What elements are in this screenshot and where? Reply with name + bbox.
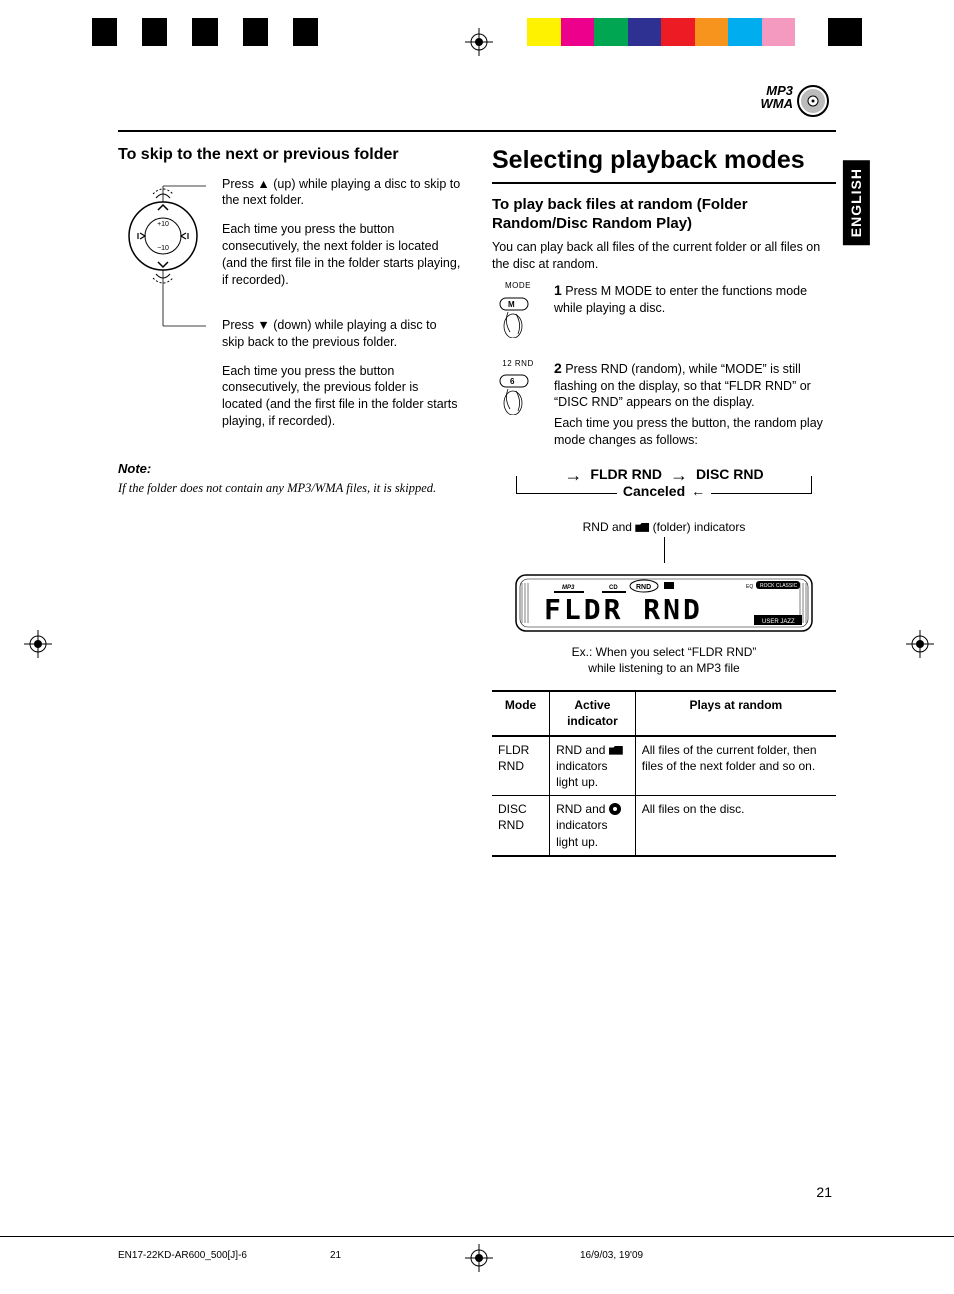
left-p1: Press ▲ (up) while playing a disc to ski… xyxy=(222,176,462,210)
svg-text:6: 6 xyxy=(510,377,515,386)
left-column: To skip to the next or previous folder +… xyxy=(118,144,462,1204)
svg-text:M: M xyxy=(508,300,515,309)
folder-icon xyxy=(609,746,623,755)
display-caption: Ex.: When you select “FLDR RND” while li… xyxy=(492,644,836,676)
cell-indicator: RND and indicators light up. xyxy=(550,796,636,856)
page-content: To skip to the next or previous folder +… xyxy=(118,130,836,1204)
lcd-display: MP3 CD RND EQ ROCK CLASSIC FLDR RND USER… xyxy=(514,573,814,638)
cell-plays: All files of the current folder, then fi… xyxy=(635,736,836,796)
registration-mark xyxy=(465,1244,493,1272)
step2-num: 2 xyxy=(554,360,562,376)
svg-text:−10: −10 xyxy=(157,245,169,252)
svg-text:MP3: MP3 xyxy=(562,585,575,591)
left-text: Press ▲ (up) while playing a disc to ski… xyxy=(222,176,462,443)
rnd-button-icon: 12 RND 6 xyxy=(492,359,544,449)
page-number: 21 xyxy=(816,1183,832,1202)
svg-text:CD: CD xyxy=(609,585,618,591)
disc-icon xyxy=(797,85,829,117)
right-intro: You can play back all files of the curre… xyxy=(492,239,836,273)
left-p4: Each time you press the button consecuti… xyxy=(222,363,462,431)
svg-text:ROCK CLASSIC: ROCK CLASSIC xyxy=(760,583,798,589)
cell-indicator: RND and indicators light up. xyxy=(550,736,636,796)
note-heading: Note: xyxy=(118,460,462,478)
indicator-note: RND and (folder) indicators xyxy=(492,519,836,563)
left-instruction-block: +10 −10 Press ▲ (up) while xyxy=(118,176,462,443)
table-row: DISC RNDRND and indicators light up.All … xyxy=(492,796,836,856)
left-heading: To skip to the next or previous folder xyxy=(118,144,462,166)
note-body: If the folder does not contain any MP3/W… xyxy=(118,480,462,497)
svg-text:+10: +10 xyxy=(157,221,169,228)
step2-text: Press RND (random), while “MODE” is stil… xyxy=(554,362,811,410)
step1-num: 1 xyxy=(554,282,562,298)
svg-text:RND: RND xyxy=(636,584,651,591)
cell-mode: FLDR RND xyxy=(492,736,550,796)
registration-mark xyxy=(24,630,52,658)
step-2: 12 RND 6 2 Press RND (random), while “MO… xyxy=(492,359,836,449)
svg-text:USER JAZZ: USER JAZZ xyxy=(762,619,795,625)
table-row: FLDR RNDRND and indicators light up.All … xyxy=(492,736,836,796)
left-p2: Each time you press the button consecuti… xyxy=(222,221,462,289)
display-text: FLDR RND xyxy=(544,593,703,626)
mp3-wma-badge: MP3 WMA xyxy=(749,82,829,122)
left-p3: Press ▼ (down) while playing a disc to s… xyxy=(222,317,462,351)
step-1: MODE M 1 Press M MODE to enter the funct… xyxy=(492,281,836,343)
cycle-c: Canceled xyxy=(623,482,685,501)
dpad-diagram: +10 −10 xyxy=(118,176,208,443)
right-column: Selecting playback modes To play back fi… xyxy=(492,144,836,1204)
modes-table: Mode Active indicator Plays at random FL… xyxy=(492,690,836,857)
cell-plays: All files on the disc. xyxy=(635,796,836,856)
folder-icon xyxy=(635,523,649,532)
footer-mid: 21 xyxy=(330,1249,341,1263)
right-subheading: To play back files at random (Folder Ran… xyxy=(492,196,836,234)
step1-text: Press M MODE to enter the functions mode… xyxy=(554,284,807,315)
cycle-b: DISC RND xyxy=(696,465,764,484)
th-indicator: Active indicator xyxy=(550,691,636,735)
th-plays: Plays at random xyxy=(635,691,836,735)
footer-right: 16/9/03, 19'09 xyxy=(580,1249,643,1263)
registration-mark xyxy=(906,630,934,658)
th-mode: Mode xyxy=(492,691,550,735)
svg-text:EQ: EQ xyxy=(746,584,753,590)
mode-button-icon: MODE M xyxy=(492,281,544,343)
language-tab: ENGLISH xyxy=(843,160,870,245)
disc-icon xyxy=(609,803,621,815)
badge-line2: WMA xyxy=(761,97,794,110)
mode-cycle-diagram: → FLDR RND → DISC RND Canceled ← xyxy=(512,465,816,501)
registration-mark xyxy=(465,28,493,56)
step2-text2: Each time you press the button, the rand… xyxy=(554,415,836,449)
right-heading: Selecting playback modes xyxy=(492,144,836,184)
footer-left: EN17-22KD-AR600_500[J]-6 xyxy=(118,1249,247,1263)
cell-mode: DISC RND xyxy=(492,796,550,856)
